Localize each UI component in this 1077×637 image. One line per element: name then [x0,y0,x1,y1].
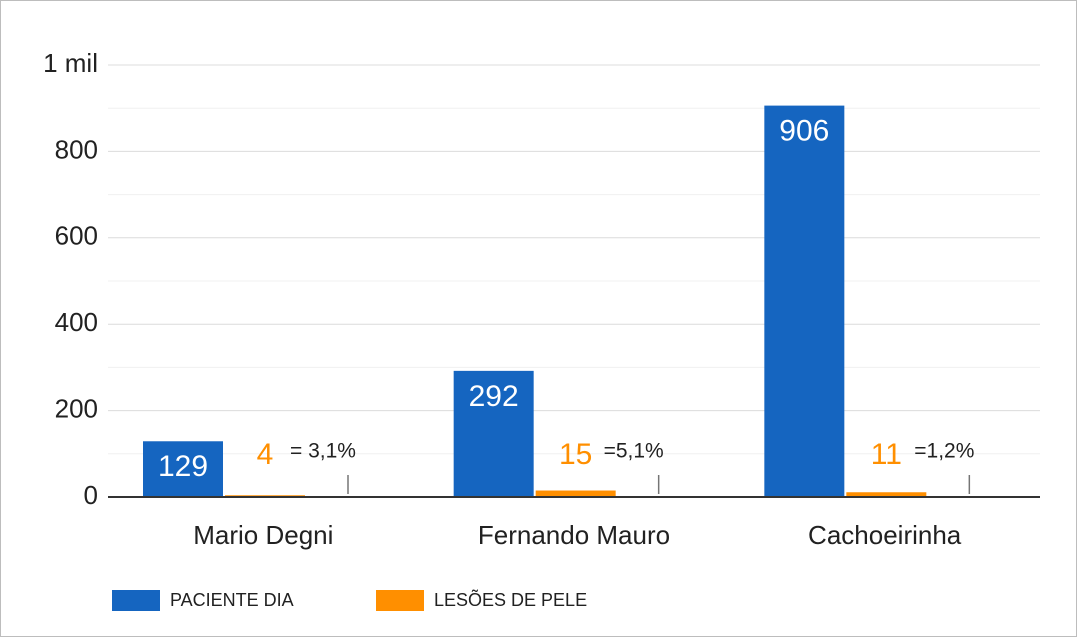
data-label: 292 [469,380,519,413]
legend-label: PACIENTE DIA [170,590,294,610]
legend-label: LESÕES DE PELE [434,589,587,610]
y-tick-label: 800 [55,134,98,164]
bar [143,441,223,497]
y-tick-label: 0 [84,480,98,510]
x-tick-label: Mario Degni [193,520,333,550]
bar [764,105,845,497]
data-label: 129 [158,450,208,483]
y-tick-label: 200 [55,393,98,423]
x-tick-label: Fernando Mauro [478,520,670,550]
data-label: 4 [257,438,274,471]
y-tick-label: 600 [55,221,98,251]
annotation: = 3,1% [290,440,356,463]
annotation: =1,2% [914,440,974,463]
data-label: 15 [559,438,592,471]
y-tick-label: 400 [55,307,98,337]
x-tick-label: Cachoeirinha [808,520,962,550]
y-tick-label: 1 mil [43,48,98,78]
data-label: 906 [779,115,829,148]
bar [453,370,534,497]
bar [535,490,616,497]
bar [846,492,927,497]
legend-swatch [376,590,424,611]
data-label: 11 [871,438,902,471]
annotation: =5,1% [604,440,664,463]
legend-swatch [112,590,160,611]
